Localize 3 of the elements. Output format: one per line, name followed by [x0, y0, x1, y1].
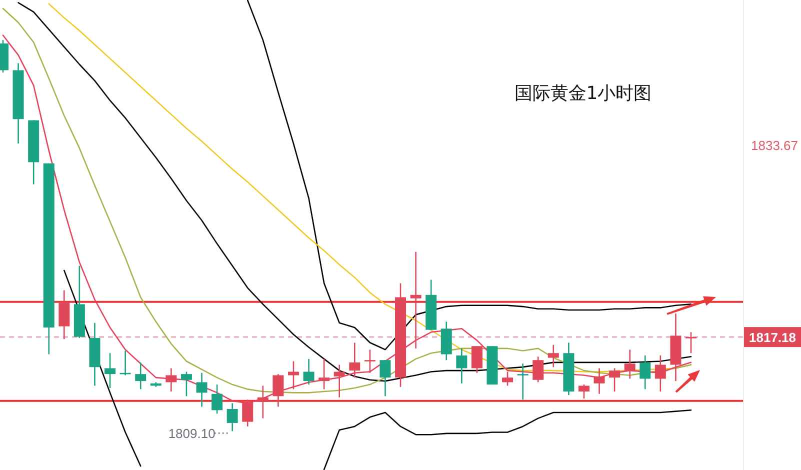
title: 国际黄金1小时图 — [514, 83, 652, 104]
annotation: 1809.10 — [168, 426, 216, 442]
y-tick-label: 1817.18 — [749, 330, 796, 346]
